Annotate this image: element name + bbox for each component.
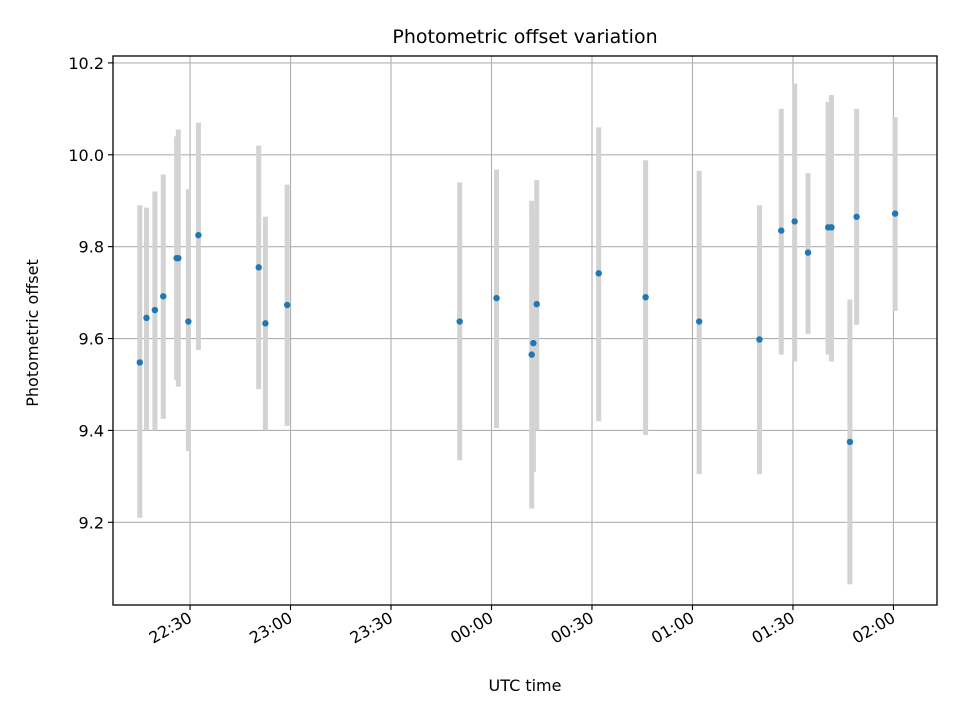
x-axis-label: UTC time xyxy=(489,676,562,695)
data-point xyxy=(143,314,150,322)
y-tick-label: 10.2 xyxy=(68,54,104,73)
data-point xyxy=(756,336,763,343)
data-point xyxy=(530,339,537,347)
data-point xyxy=(195,231,202,239)
data-point xyxy=(804,249,812,256)
data-point xyxy=(262,320,269,327)
data-point xyxy=(493,294,500,302)
data-point xyxy=(528,351,535,358)
y-tick-label: 9.2 xyxy=(79,513,104,532)
data-point xyxy=(846,438,854,446)
data-point xyxy=(891,210,899,217)
data-point xyxy=(791,218,798,225)
y-tick-label: 9.6 xyxy=(79,330,104,349)
y-tick-label: 9.8 xyxy=(79,238,104,257)
data-point xyxy=(853,213,860,220)
chart-title: Photometric offset variation xyxy=(392,26,657,48)
data-points xyxy=(136,210,899,446)
data-point xyxy=(695,318,703,325)
data-point xyxy=(456,318,463,325)
plot-frame xyxy=(112,55,938,606)
data-point xyxy=(185,318,192,325)
data-point xyxy=(642,293,649,301)
data-point xyxy=(255,264,262,271)
y-tick-label: 9.4 xyxy=(79,421,104,440)
data-point xyxy=(151,306,159,314)
data-point xyxy=(533,300,540,308)
data-point xyxy=(136,359,143,366)
data-point xyxy=(828,224,835,231)
data-point xyxy=(175,254,182,262)
y-tick-label: 10.0 xyxy=(68,146,104,165)
data-point xyxy=(595,270,602,277)
data-point xyxy=(778,227,785,234)
y-axis-ticks: 9.2 9.4 9.6 9.8 10.0 10.2 xyxy=(68,54,113,532)
y-axis-label: Photometric offset xyxy=(23,259,42,407)
data-point xyxy=(283,301,291,309)
data-point xyxy=(160,293,167,300)
